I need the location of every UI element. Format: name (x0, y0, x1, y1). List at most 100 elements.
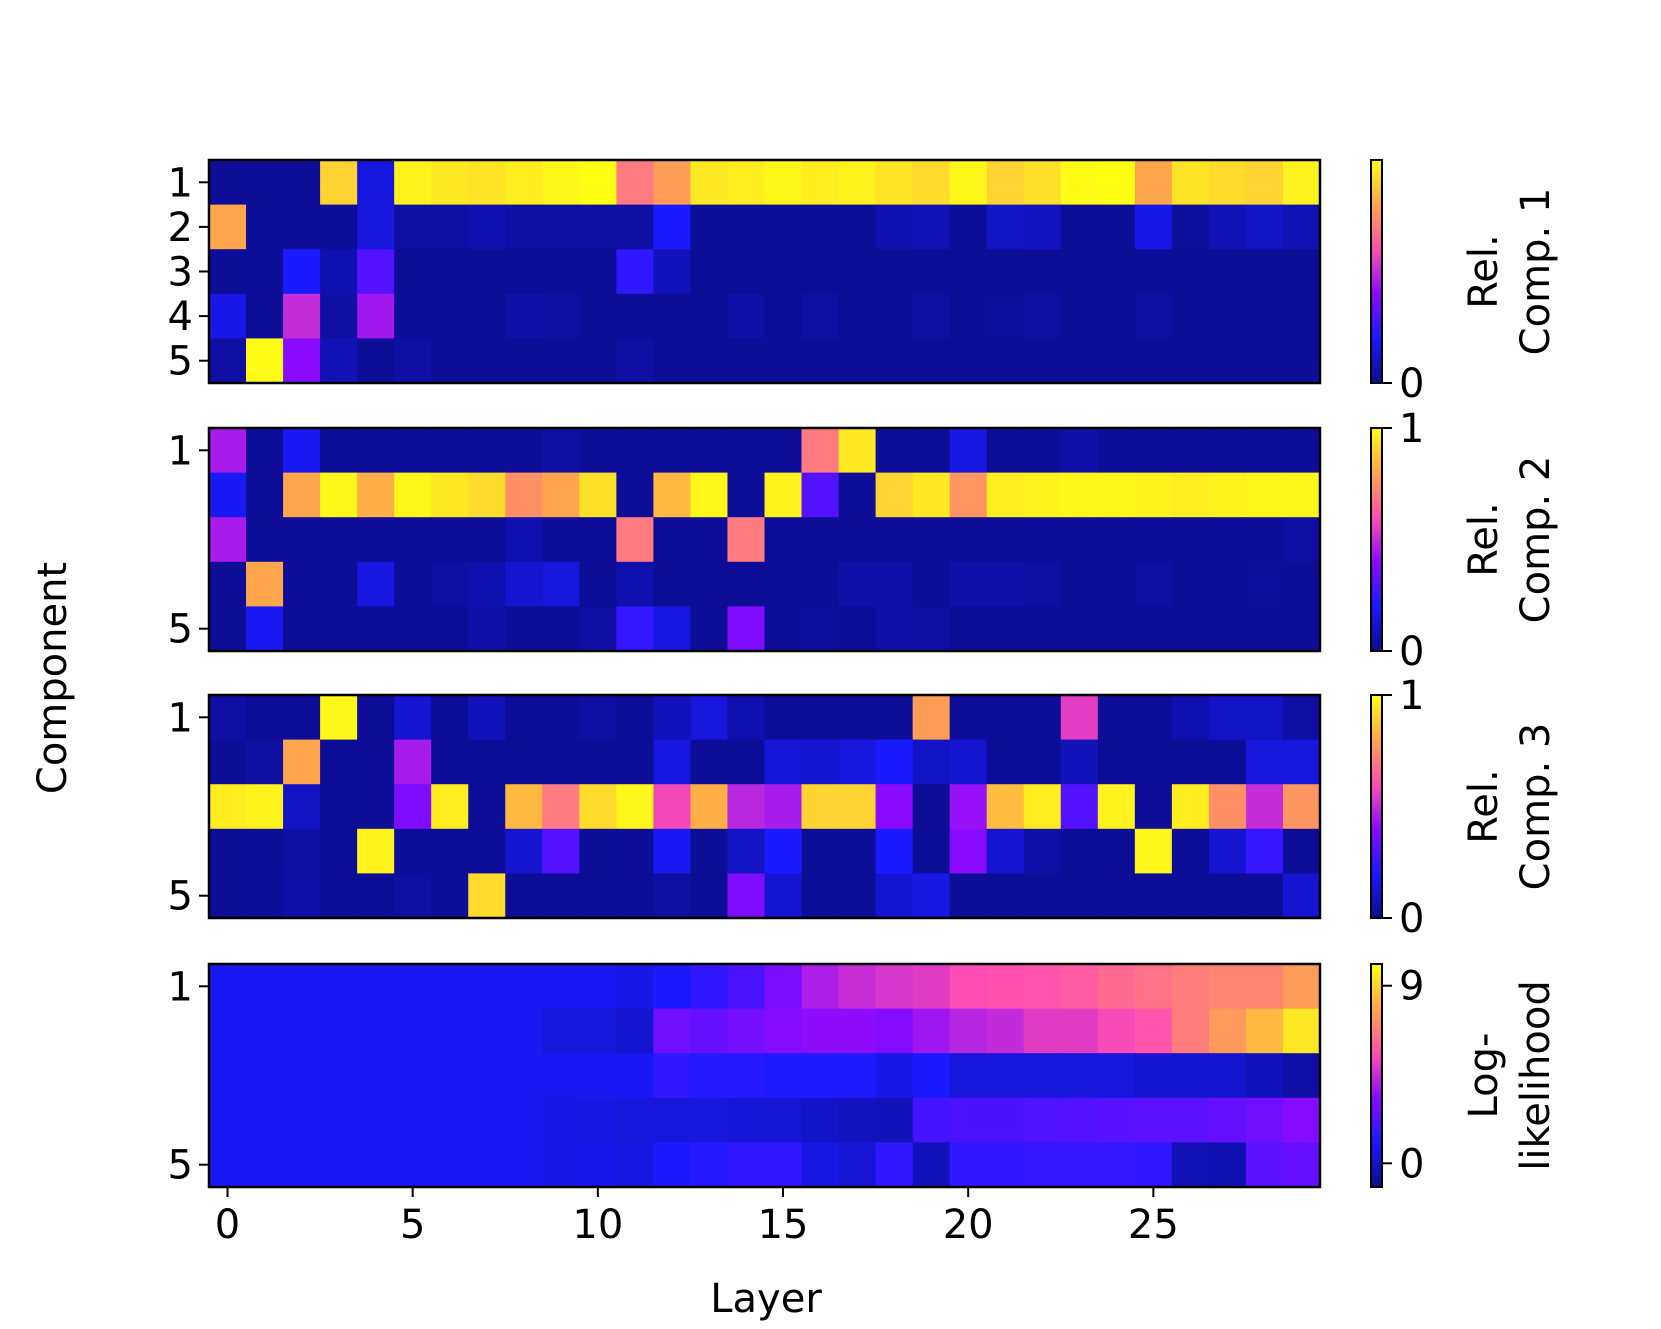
heatmap-cell (616, 204, 654, 250)
heatmap-cell (653, 160, 692, 206)
heatmap-cell (912, 293, 951, 339)
heatmap-cell (1097, 160, 1136, 206)
heatmap-cell (542, 293, 580, 339)
heatmap-cell (394, 472, 432, 518)
heatmap-cell (764, 1142, 803, 1188)
heatmap-cell (1023, 784, 1062, 830)
heatmap-cell (764, 428, 803, 474)
heatmap-cell (875, 293, 914, 339)
heatmap-cell (1060, 784, 1099, 830)
heatmap-cell (838, 293, 877, 339)
heatmap-cell (1134, 828, 1173, 874)
heatmap-cell (727, 828, 766, 874)
heatmap-cell (320, 338, 358, 384)
heatmap-cell (1208, 1053, 1247, 1099)
heatmap-cell (357, 784, 395, 830)
heatmap-cell (1097, 517, 1136, 563)
heatmap-cell (764, 784, 803, 830)
heatmap-cell (875, 561, 914, 607)
heatmap-cell (542, 204, 580, 250)
heatmap-cell (1023, 695, 1062, 741)
heatmap-cell (1245, 1053, 1284, 1099)
heatmap-cell (320, 695, 358, 741)
heatmap-panel: 1 5 0 9 Log-likelihood (168, 962, 1559, 1189)
heatmap-cell (468, 338, 506, 384)
x-tick-label: 20 (943, 1202, 994, 1248)
heatmap-cell (468, 695, 506, 741)
heatmap-cell (1245, 249, 1284, 295)
heatmap-cell (505, 964, 543, 1010)
heatmap-cell (616, 873, 654, 919)
heatmap-cell (357, 249, 395, 295)
heatmap-cell (357, 293, 395, 339)
heatmap-cell (542, 160, 580, 206)
heatmap-cell (542, 338, 580, 384)
heatmap-cell (320, 1097, 358, 1143)
heatmap-cell (875, 1142, 914, 1188)
heatmap-cell (246, 561, 284, 607)
heatmap-cell (838, 695, 877, 741)
heatmap-cell (1097, 828, 1136, 874)
heatmap-cell (1282, 204, 1321, 250)
heatmap-cell (949, 873, 988, 919)
heatmap-cell (801, 1053, 840, 1099)
heatmap-cell (468, 561, 506, 607)
colorbar: 0 1 Rel. Comp. 3 (1370, 673, 1559, 942)
heatmap-cell (1171, 204, 1210, 250)
heatmap-cell (616, 517, 654, 563)
heatmap-cell (1171, 160, 1210, 206)
heatmap-cell (209, 1097, 247, 1143)
heatmap-cell (838, 1008, 877, 1054)
heatmap-cell (1171, 784, 1210, 830)
heatmap-cell (246, 204, 284, 250)
heatmap-cell (1097, 472, 1136, 518)
heatmap-cell (764, 1053, 803, 1099)
heatmap-cell (246, 1142, 284, 1188)
heatmap-cell (1134, 249, 1173, 295)
heatmap-cell (949, 1008, 988, 1054)
heatmap-cell (949, 428, 988, 474)
heatmap-cell (1023, 1142, 1062, 1188)
heatmap-cell (579, 739, 617, 785)
heatmap-cell (283, 1053, 321, 1099)
heatmap-cell (283, 160, 321, 206)
heatmap-cell (1134, 293, 1173, 339)
heatmap-cell (394, 1008, 432, 1054)
heatmap-cell (357, 204, 395, 250)
heatmap-cell (1245, 739, 1284, 785)
heatmap-cell (653, 606, 692, 652)
heatmap-cell (579, 1097, 617, 1143)
heatmap-cell (1097, 204, 1136, 250)
heatmap-cell (1171, 1097, 1210, 1143)
heatmap-cell (357, 428, 395, 474)
heatmap-cell (1023, 428, 1062, 474)
heatmap-cell (468, 784, 506, 830)
heatmap-cell (579, 204, 617, 250)
heatmap-cell (579, 828, 617, 874)
heatmap-cell (653, 1053, 692, 1099)
heatmap-cell (1023, 1097, 1062, 1143)
heatmap-cell (690, 784, 729, 830)
heatmap-cell (838, 828, 877, 874)
heatmap-cell (209, 739, 247, 785)
heatmap-cell (431, 1097, 469, 1143)
heatmap-cell (468, 1142, 506, 1188)
heatmap-cell (1282, 472, 1321, 518)
heatmap-cell (949, 517, 988, 563)
heatmap-cell (949, 784, 988, 830)
heatmap-cell (579, 293, 617, 339)
heatmap-cell (1171, 828, 1210, 874)
heatmap-cell (1060, 828, 1099, 874)
heatmap-cell (1282, 964, 1321, 1010)
heatmap-cell (764, 606, 803, 652)
heatmap-cell (1282, 784, 1321, 830)
heatmap-cell (209, 204, 247, 250)
heatmap-cell (727, 204, 766, 250)
heatmap-cell (542, 828, 580, 874)
heatmap-cell (579, 561, 617, 607)
heatmap-cell (542, 784, 580, 830)
heatmap-cell (320, 739, 358, 785)
heatmap-cell (209, 1053, 247, 1099)
heatmap-cell (986, 739, 1025, 785)
heatmap-cell (690, 1097, 729, 1143)
